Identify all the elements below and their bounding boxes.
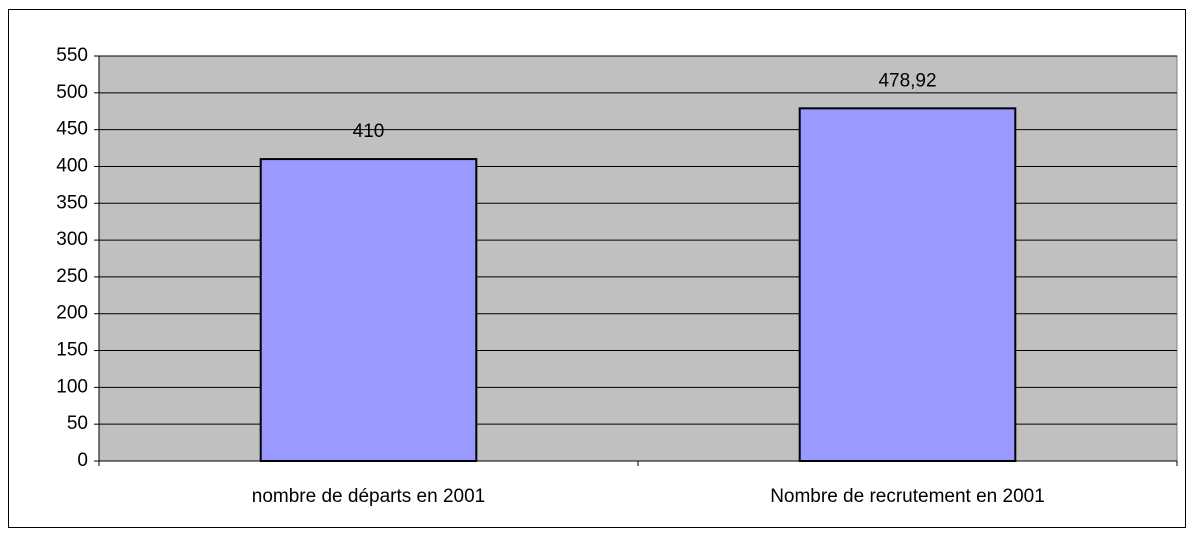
value-label: 478,92	[878, 70, 936, 91]
y-tick-label: 450	[56, 119, 88, 140]
y-tick-label: 500	[56, 82, 88, 103]
bar	[798, 107, 1017, 462]
value-label: 410	[353, 121, 385, 142]
x-tick-label: Nombre de recrutement en 2001	[770, 486, 1045, 507]
y-tick-label: 150	[56, 340, 88, 361]
y-tick-label: 350	[56, 192, 88, 213]
bar	[259, 158, 478, 462]
y-tick-label: 300	[56, 229, 88, 250]
y-tick-label: 200	[56, 303, 88, 324]
y-tick-label: 250	[56, 266, 88, 287]
y-tick-label: 550	[56, 45, 88, 66]
y-tick-label: 50	[67, 413, 88, 434]
y-tick-label: 400	[56, 155, 88, 176]
x-tick-label: nombre de départs en 2001	[252, 486, 485, 507]
y-tick-label: 100	[56, 376, 88, 397]
y-tick-label: 0	[77, 450, 88, 471]
